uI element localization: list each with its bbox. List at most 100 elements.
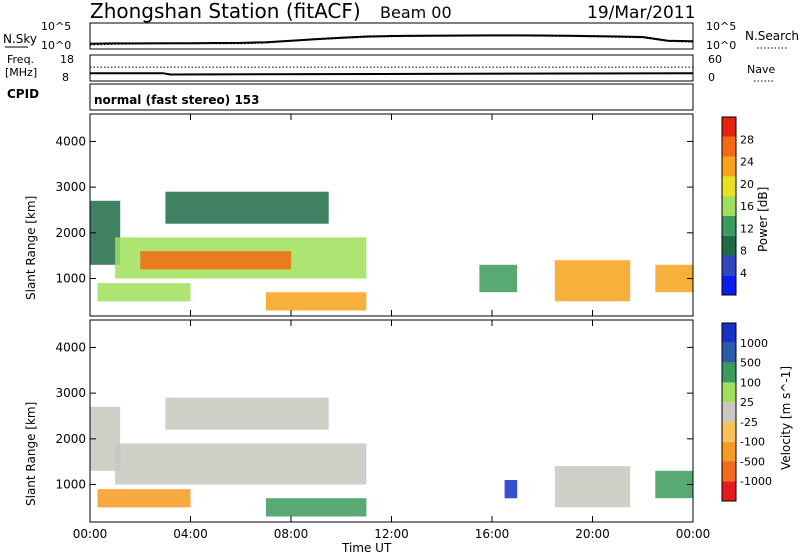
velocity-colorbar-segment	[722, 402, 736, 422]
date-label: 19/Mar/2011	[587, 3, 695, 23]
power-ytick-label: 4000	[55, 134, 86, 148]
power-colorbar-segment	[722, 176, 736, 197]
time-tick-label: 16:00	[475, 527, 510, 541]
freq-tick-bottom: 8	[62, 71, 69, 84]
power-colorbar-segment	[722, 196, 736, 216]
power-colorbar-segment	[722, 136, 736, 157]
velocity-region-5	[554, 466, 631, 508]
power-panel: Slant Range [km] 1000 2000 3000 4000 4 8 12 16…	[24, 113, 770, 317]
frequency-panel-frame	[89, 54, 694, 82]
velocity-region-2	[97, 489, 191, 508]
power-colorbar-segment	[722, 235, 736, 256]
power-region-4	[265, 292, 367, 311]
cpid-label: CPID	[7, 87, 39, 101]
time-axis-label: Time UT	[341, 541, 392, 554]
nave-label: Nave	[747, 63, 775, 76]
power-colorbar-label: Power [dB]	[756, 187, 770, 252]
power-colorbar: 4 8 12 16 20 24 28	[721, 116, 754, 296]
noise-panel: N.Sky 10^5 10^0 10^5 10^0 N.Search	[3, 20, 799, 52]
velocity-ytick-label: 1000	[55, 478, 86, 492]
velocity-yticks: 1000 2000 3000 4000	[55, 340, 693, 492]
noise-left-tick-bottom: 10^0	[41, 39, 71, 52]
velocity-colorbar-label: Velocity [m s^-1]	[779, 366, 793, 470]
freq-tick-top: 18	[60, 53, 74, 66]
time-axis: 00:00 04:00 08:00 12:00 16:00 20:00 00:00	[73, 114, 711, 541]
time-tick-label: 08:00	[274, 527, 309, 541]
velocity-colorbar-tick: -100	[740, 436, 765, 449]
velocity-region-3	[265, 498, 367, 517]
velocity-colorbar-frame	[721, 322, 737, 502]
velocity-region-4	[165, 397, 329, 430]
time-tick-label: 20:00	[575, 527, 610, 541]
power-colorbar-segment	[722, 215, 736, 236]
cpid-frame	[89, 83, 694, 111]
power-region-3	[97, 283, 191, 302]
velocity-ytick-label: 2000	[55, 432, 86, 446]
power-colorbar-tick: 12	[740, 222, 754, 235]
velocity-data-cells	[90, 397, 693, 517]
velocity-colorbar-tick: 1000	[740, 337, 768, 350]
power-colorbar-segment	[722, 156, 736, 177]
velocity-region-6	[655, 470, 693, 499]
velocity-colorbar-tick: -1000	[740, 475, 772, 488]
velocity-ytick-label: 3000	[55, 386, 86, 400]
velocity-colorbar-tick: -500	[740, 455, 765, 468]
power-region-8	[479, 264, 518, 293]
power-region-5	[165, 191, 329, 224]
velocity-colorbar-segment	[722, 382, 736, 403]
noise-left-tick-top: 10^5	[41, 20, 71, 33]
freq-label-1: Freq.	[7, 53, 34, 66]
power-colorbar-segment	[722, 275, 736, 295]
power-colorbar-tick: 28	[740, 133, 754, 146]
noise-right-tick-bottom: 10^0	[706, 39, 736, 52]
power-colorbar-tick: 20	[740, 178, 754, 191]
cpid-row: CPID normal (fast stereo) 153	[7, 83, 694, 111]
nsky-series-line	[89, 34, 694, 45]
power-colorbar-segment	[722, 117, 736, 137]
nsky-label: N.Sky	[3, 32, 37, 46]
nsearch-series-line	[89, 35, 694, 46]
cpid-value: normal (fast stereo) 153	[94, 93, 260, 107]
velocity-colorbar-segment	[722, 461, 736, 482]
power-colorbar-frame	[721, 116, 737, 296]
nave-tick-top: 60	[708, 53, 722, 66]
beam-label: Beam 00	[380, 3, 452, 22]
velocity-ytick-label: 4000	[55, 340, 86, 354]
velocity-colorbar-segment	[722, 342, 736, 363]
velocity-colorbar-tick: 100	[740, 376, 761, 389]
velocity-colorbar-segment	[722, 421, 736, 442]
time-tick-label: 00:00	[676, 527, 711, 541]
power-yticks: 1000 2000 3000 4000	[55, 134, 693, 286]
power-colorbar-tick: 16	[740, 200, 754, 213]
velocity-colorbar-segment	[722, 441, 736, 462]
power-colorbar-segment	[722, 255, 736, 276]
power-ytick-label: 1000	[55, 272, 86, 286]
velocity-colorbar: 1000 500 100 25 -25 -100 -500 -1000	[721, 322, 772, 502]
velocity-colorbar-tick: 25	[740, 396, 754, 409]
power-colorbar-tick: 24	[740, 156, 754, 169]
freq-series-line	[90, 72, 694, 76]
power-region-7	[655, 264, 693, 293]
velocity-colorbar-tick: -25	[740, 416, 758, 429]
time-tick-label: 12:00	[374, 527, 409, 541]
frequency-panel: Freq. [MHz] 18 8 60 0 Nave	[5, 53, 775, 84]
velocity-colorbar-segment	[722, 362, 736, 383]
power-region-6	[554, 260, 631, 302]
time-tick-label: 04:00	[173, 527, 208, 541]
power-ytick-label: 2000	[55, 226, 86, 240]
velocity-region-7	[504, 480, 518, 499]
power-colorbar-tick: 4	[740, 267, 747, 280]
freq-label-2: [MHz]	[5, 66, 37, 79]
velocity-ylabel: Slant Range [km]	[24, 402, 38, 506]
velocity-panel: Slant Range [km] 1000 2000 3000 4000 1000 50…	[24, 319, 793, 523]
velocity-colorbar-segment	[722, 323, 736, 343]
noise-panel-frame	[89, 22, 694, 50]
nsearch-label: N.Search	[745, 29, 799, 43]
time-tick-label: 00:00	[73, 527, 108, 541]
power-region-2	[140, 251, 292, 270]
nave-tick-bottom: 0	[708, 71, 715, 84]
power-ytick-label: 3000	[55, 180, 86, 194]
velocity-colorbar-segment	[722, 481, 736, 501]
noise-right-tick-top: 10^5	[706, 20, 736, 33]
